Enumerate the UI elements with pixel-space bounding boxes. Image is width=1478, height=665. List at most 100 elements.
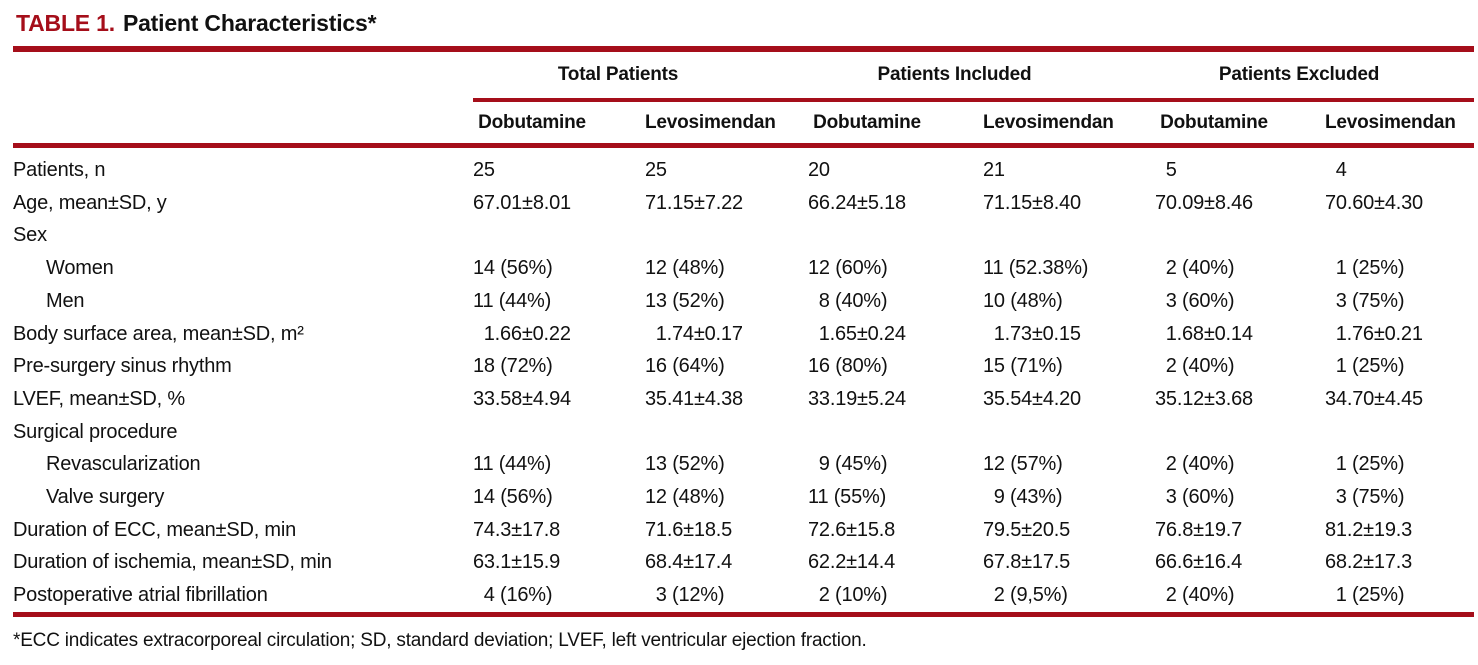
table-row: Patients, n 25 25 20 21 5 4	[13, 146, 1474, 187]
value-cell: 68.4±17.4	[645, 551, 733, 574]
value-cell: 1 (25%)	[1325, 257, 1405, 280]
column-header: Dobutamine	[808, 100, 983, 148]
value-cell: 62.2±14.4	[808, 551, 896, 574]
value-cell: 1.68±0.14	[1155, 322, 1253, 345]
row-label: Age, mean±SD, y	[13, 191, 167, 214]
table-row: Men 11 (44%) 13 (52%) 8 (40%) 10 (48%) 3 (6…	[13, 285, 1474, 318]
value-cell: 11 (52.38%)	[983, 257, 1089, 280]
value-cell: 3 (75%)	[1325, 486, 1405, 509]
value-cell: 2 (10%)	[808, 579, 983, 617]
value-cell: 20	[808, 159, 830, 181]
value-cell: 13 (52%)	[645, 289, 725, 312]
column-header-row: Dobutamine Levosimendan Dobutamine Levosime…	[13, 100, 1474, 148]
value-cell: 70.09±8.46	[1155, 191, 1253, 214]
group-header-row: Total Patients Patients Included Patients …	[13, 46, 1474, 102]
value-cell: 16 (80%)	[808, 355, 888, 378]
table-row: Valve surgery 14 (56%) 12 (48%) 11 (55%) 9 …	[13, 481, 1474, 514]
value-cell: 3 (60%)	[1155, 289, 1235, 312]
table-row: Duration of ECC, mean±SD, min 74.3±17.8 71…	[13, 514, 1474, 547]
value-cell: 1.74±0.17	[645, 322, 743, 345]
column-header-label: Levosimendan	[1325, 111, 1456, 133]
value-cell: 11 (44%)	[473, 453, 552, 476]
table-row: Women 14 (56%) 12 (48%) 12 (60%) 11 (52.38%)…	[13, 252, 1474, 285]
table-row: Sex	[13, 219, 1474, 252]
value-cell: 74.3±17.8	[473, 518, 561, 541]
value-cell: 14 (56%)	[473, 257, 553, 280]
value-cell: 2 (9,5%)	[983, 579, 1155, 617]
column-header-label: Dobutamine	[1160, 111, 1268, 133]
column-header: Levosimendan	[1325, 100, 1474, 148]
group-header: Patients Excluded	[1155, 46, 1474, 102]
value-cell: 2 (40%)	[1155, 355, 1235, 378]
table-footnote: *ECC indicates extracorporeal circulatio…	[13, 629, 867, 651]
value-cell: 67.8±17.5	[983, 551, 1071, 574]
value-cell: 3 (75%)	[1325, 289, 1405, 312]
row-label-header-cell	[13, 100, 473, 148]
row-label: Surgical procedure	[13, 420, 178, 443]
row-label: Patients, n	[13, 159, 106, 181]
value-cell	[1325, 416, 1474, 449]
value-cell: 1 (25%)	[1325, 453, 1405, 476]
value-cell: 81.2±19.3	[1325, 518, 1413, 541]
column-header: Dobutamine	[473, 100, 645, 148]
table-title-text: Patient Characteristics*	[122, 10, 377, 36]
value-cell	[473, 219, 645, 252]
value-cell: 21	[983, 159, 1005, 181]
value-cell	[1325, 219, 1474, 252]
row-label: Duration of ECC, mean±SD, min	[13, 518, 297, 541]
table-row: Age, mean±SD, y 67.01±8.01 71.15±7.22 66.24…	[13, 187, 1474, 220]
value-cell: 1.66±0.22	[473, 322, 571, 345]
value-cell: 2 (40%)	[1155, 579, 1325, 617]
value-cell: 3 (12%)	[645, 579, 808, 617]
value-cell: 1 (25%)	[1325, 579, 1474, 617]
value-cell: 72.6±15.8	[808, 518, 896, 541]
value-cell: 14 (56%)	[473, 486, 553, 509]
table-body: Patients, n 25 25 20 21 5 4 Age, mean±SD, y 67…	[13, 146, 1474, 617]
row-label: Women	[46, 257, 114, 280]
row-label: Postoperative atrial fibrillation	[13, 579, 473, 617]
column-header-label: Levosimendan	[645, 111, 776, 133]
group-header-label: Total Patients	[557, 64, 679, 85]
group-header: Patients Included	[808, 46, 1155, 102]
group-header-label: Patients Included	[877, 64, 1032, 85]
value-cell: 66.24±5.18	[808, 191, 906, 214]
row-label: Duration of ischemia, mean±SD, min	[13, 551, 332, 574]
value-cell: 9 (45%)	[808, 453, 888, 476]
table-row: Postoperative atrial fibrillation 4 (16%…	[13, 579, 1474, 617]
value-cell: 33.19±5.24	[808, 387, 906, 410]
value-cell: 11 (55%)	[808, 486, 887, 509]
value-cell: 1.65±0.24	[808, 322, 906, 345]
value-cell: 1.73±0.15	[983, 322, 1081, 345]
value-cell: 1 (25%)	[1325, 355, 1405, 378]
value-cell: 66.6±16.4	[1155, 551, 1243, 574]
value-cell: 63.1±15.9	[473, 551, 561, 574]
corner-cell	[13, 46, 473, 100]
value-cell	[983, 416, 1155, 449]
value-cell	[1155, 219, 1325, 252]
value-cell: 12 (57%)	[983, 453, 1063, 476]
table-row: Revascularization 11 (44%) 13 (52%) 9 (45%…	[13, 448, 1474, 481]
value-cell: 33.58±4.94	[473, 387, 571, 410]
table-row: Surgical procedure	[13, 416, 1474, 449]
value-cell: 79.5±20.5	[983, 518, 1071, 541]
table-title: TABLE 1. Patient Characteristics*	[0, 0, 1478, 46]
value-cell: 1.76±0.21	[1325, 322, 1423, 345]
row-label: Body surface area, mean±SD, m²	[13, 322, 304, 345]
value-cell	[645, 416, 808, 449]
column-header-label: Dobutamine	[813, 111, 921, 133]
value-cell: 13 (52%)	[645, 453, 725, 476]
value-cell: 12 (60%)	[808, 257, 888, 280]
value-cell: 70.60±4.30	[1325, 191, 1423, 214]
row-label: Pre-surgery sinus rhythm	[13, 355, 232, 378]
value-cell	[808, 416, 983, 449]
value-cell: 35.54±4.20	[983, 387, 1081, 410]
value-cell: 18 (72%)	[473, 355, 553, 378]
value-cell: 71.6±18.5	[645, 518, 733, 541]
table-row: Duration of ischemia, mean±SD, min 63.1±1…	[13, 546, 1474, 579]
value-cell: 11 (44%)	[473, 289, 552, 312]
value-cell: 68.2±17.3	[1325, 551, 1413, 574]
value-cell: 2 (40%)	[1155, 257, 1235, 280]
row-label: Valve surgery	[46, 486, 165, 509]
value-cell: 9 (43%)	[983, 486, 1063, 509]
